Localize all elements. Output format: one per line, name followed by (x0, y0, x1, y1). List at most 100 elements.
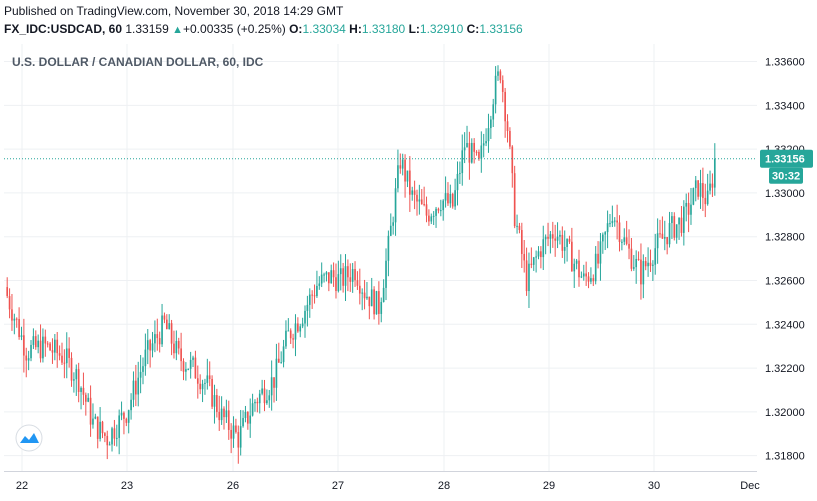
candle-body (378, 291, 380, 314)
candle-body (196, 378, 199, 384)
candle-body (404, 159, 406, 182)
candle-body (411, 190, 414, 195)
candle-body (673, 216, 676, 238)
candle-body (297, 323, 299, 332)
price-axis: 1.336001.334001.332001.330001.328001.326… (765, 57, 805, 463)
candle-body (127, 410, 130, 423)
candle-body (246, 411, 249, 424)
chart-area[interactable]: 1.336001.334001.332001.330001.328001.326… (4, 44, 817, 501)
candle-body (192, 357, 194, 360)
candlestick-chart[interactable]: 1.336001.334001.332001.330001.328001.326… (4, 44, 817, 501)
candle-body (654, 248, 657, 265)
candle-body (642, 261, 645, 285)
candle-body (706, 190, 709, 205)
candle-body (511, 146, 514, 174)
candle-body (540, 251, 542, 258)
candle-body (227, 410, 230, 430)
candle-body (337, 274, 340, 292)
candle-body (120, 412, 123, 416)
last-price-tag-text: 1.33156 (765, 154, 805, 166)
candle-body (549, 234, 552, 239)
candle-body (616, 220, 618, 223)
candle-body (571, 241, 573, 272)
candle-body (223, 408, 225, 418)
candle-body (63, 362, 66, 364)
time-axis: 22 23 26 27 28 29 30 Dec (16, 480, 760, 492)
candle-body (6, 287, 9, 297)
candle-body (420, 199, 423, 205)
candle-body (306, 304, 309, 311)
candle-body (373, 289, 375, 315)
candle-body (530, 263, 533, 265)
time-tick-label: 28 (438, 480, 450, 492)
candle-body (406, 170, 409, 182)
candle-body (165, 319, 168, 330)
candle-body (151, 343, 154, 351)
candle-body (115, 437, 118, 439)
price-tick-label: 1.33400 (765, 100, 805, 112)
candle-body (77, 369, 80, 392)
high-label: H: (349, 22, 362, 36)
candle-body (506, 121, 509, 131)
candle-body (20, 335, 23, 337)
candle-body (316, 285, 318, 297)
time-tick-label: 29 (543, 480, 555, 492)
candle-body (559, 234, 561, 237)
candle-body (187, 368, 190, 370)
candle-body (711, 183, 714, 188)
candle-body (185, 369, 187, 372)
candle-body (239, 426, 242, 448)
candle-body (563, 246, 566, 251)
tradingview-logo-icon[interactable] (15, 424, 43, 452)
open-label: O: (289, 22, 303, 36)
candle-body (630, 248, 633, 269)
candle-body (632, 267, 635, 269)
candle-body (135, 380, 137, 395)
time-tick-label: 30 (648, 480, 660, 492)
candle-body (213, 395, 216, 407)
candle-body (637, 258, 640, 260)
candle-body (249, 415, 252, 424)
candle-body (144, 349, 147, 367)
candle-body (54, 339, 56, 353)
candle-body (375, 291, 378, 315)
price-tick-label: 1.32200 (765, 363, 805, 375)
candle-body (163, 315, 166, 320)
low-value: 1.32910 (419, 22, 464, 36)
candle-body (304, 310, 306, 324)
candle-body (94, 416, 97, 419)
candle-body (361, 292, 364, 294)
candle-body (702, 183, 704, 198)
candle-body (146, 340, 149, 350)
candle-body (580, 276, 583, 278)
candle-body (301, 323, 304, 327)
candle-body (27, 358, 30, 361)
candle-body (170, 323, 173, 344)
candle-body (30, 344, 32, 359)
candle-body (168, 323, 171, 330)
candle-body (551, 234, 554, 239)
candles[interactable] (6, 65, 716, 464)
candle-body (585, 273, 587, 277)
candle-body (401, 159, 404, 169)
candle-body (459, 173, 461, 175)
candle-body (225, 410, 228, 418)
candle-body (292, 338, 294, 340)
price-tick-label: 1.32600 (765, 275, 805, 287)
candle-body (449, 193, 452, 204)
candle-body (13, 318, 16, 321)
candle-body (289, 330, 292, 339)
candle-body (34, 336, 37, 348)
candle-body (678, 217, 680, 225)
candle-body (542, 239, 545, 258)
candle-body (237, 432, 240, 448)
candle-body (251, 403, 254, 416)
candle-body (368, 296, 371, 307)
candle-body (273, 377, 275, 388)
candle-body (280, 362, 283, 364)
candle-body (275, 358, 278, 388)
close-label: C: (466, 22, 480, 36)
high-value: 1.33180 (361, 22, 406, 36)
candle-body (70, 357, 73, 381)
candle-body (56, 339, 59, 354)
